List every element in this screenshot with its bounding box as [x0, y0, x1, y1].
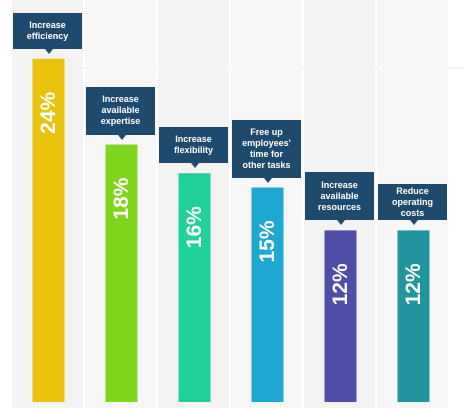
bar-value-label: 24%	[37, 91, 60, 133]
bar-value-label: 18%	[110, 177, 133, 219]
category-label: Free up employees' time for other tasks	[232, 119, 301, 178]
label-pointer	[336, 220, 345, 226]
category-label: Increase available expertise	[86, 86, 155, 135]
category-label: Reduce operating costs	[378, 184, 447, 221]
bar-4	[251, 187, 284, 402]
bar-value-label: 16%	[183, 206, 206, 248]
bar-2	[105, 144, 138, 402]
bar-3	[178, 173, 211, 402]
label-pointer	[263, 177, 272, 183]
label-pointer	[44, 48, 53, 54]
bar-6	[397, 230, 430, 402]
label-pointer	[409, 220, 418, 226]
bar-value-label: 12%	[402, 263, 425, 305]
label-pointer	[117, 134, 126, 140]
category-label: Increase available resources	[305, 172, 374, 221]
label-pointer	[190, 163, 199, 169]
category-label: Increase flexibility	[159, 127, 228, 164]
category-label: Increase efficiency	[13, 12, 82, 49]
bar-5	[324, 230, 357, 402]
bar-value-label: 12%	[329, 263, 352, 305]
bar-1	[32, 58, 65, 403]
bar-value-label: 15%	[256, 220, 279, 262]
